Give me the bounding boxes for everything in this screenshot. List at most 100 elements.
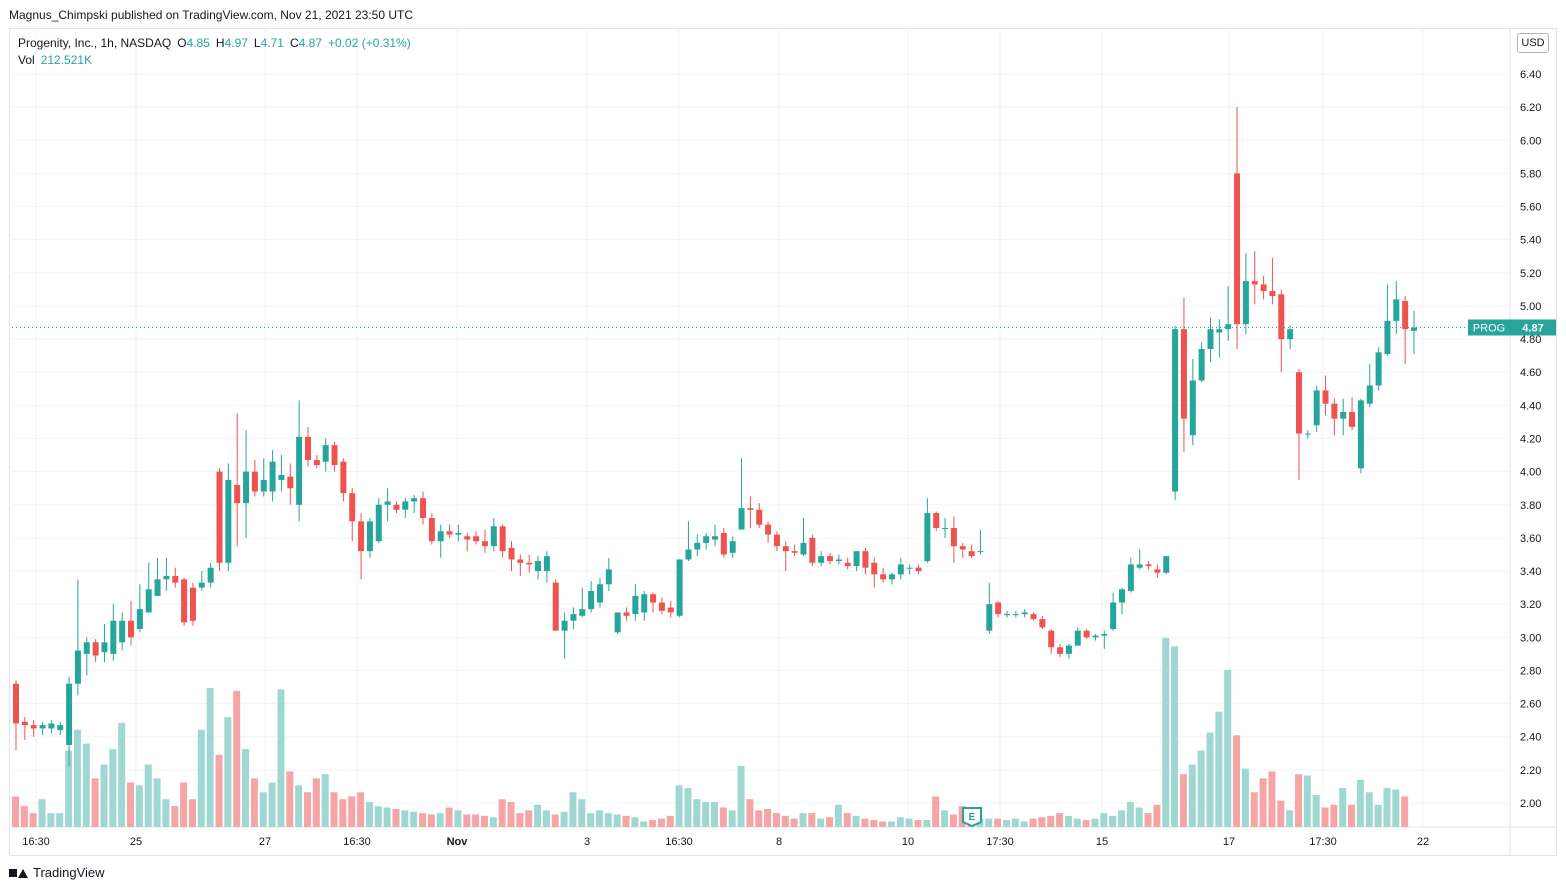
price-tick-label: 6.00 bbox=[1520, 135, 1541, 147]
candle-body bbox=[1393, 299, 1400, 321]
price-tick-label: 4.20 bbox=[1520, 434, 1541, 446]
volume-bar bbox=[1118, 810, 1126, 827]
candle-body bbox=[1163, 556, 1170, 573]
volume-bar bbox=[711, 801, 718, 827]
time-tick-label: 22 bbox=[1417, 836, 1429, 848]
high-label: H bbox=[215, 36, 225, 50]
candle-body bbox=[924, 513, 931, 562]
open-label: O bbox=[177, 36, 187, 50]
candle-body bbox=[605, 569, 612, 585]
volume-bar bbox=[365, 801, 373, 827]
volume-bar bbox=[1365, 792, 1373, 827]
currency-button[interactable]: USD bbox=[1517, 33, 1549, 53]
high-value: 4.97 bbox=[224, 36, 248, 50]
volume-bar bbox=[534, 804, 542, 827]
candle-body bbox=[331, 445, 338, 466]
volume-bar bbox=[73, 729, 81, 827]
brand-name: TradingView bbox=[33, 865, 105, 880]
candle-body bbox=[287, 476, 294, 489]
volume-bar bbox=[879, 821, 887, 827]
volume-bar bbox=[197, 729, 205, 827]
candle-body bbox=[747, 508, 754, 510]
price-tick-label: 6.40 bbox=[1520, 69, 1541, 81]
volume-bar bbox=[1233, 735, 1241, 827]
volume-bar bbox=[268, 782, 276, 827]
volume-bar bbox=[401, 810, 409, 827]
volume-bar bbox=[127, 782, 135, 827]
candle-body bbox=[535, 561, 542, 572]
candle-body bbox=[349, 493, 356, 522]
volume-bar bbox=[1171, 646, 1179, 827]
volume-bar bbox=[392, 808, 400, 827]
price-chart[interactable]: 6.40 6.20 6.00 5.80 5.60 5.40 5.20 5.00 4.80 4.60… bbox=[10, 29, 1556, 855]
volume-bar bbox=[20, 806, 28, 827]
candle-body bbox=[676, 559, 683, 616]
candle-body bbox=[207, 567, 214, 583]
volume-bar bbox=[180, 782, 188, 827]
volume-bar bbox=[295, 785, 303, 827]
volume-bar bbox=[206, 688, 214, 827]
candle-body bbox=[977, 551, 984, 553]
volume-bar bbox=[587, 813, 595, 827]
volume-bar bbox=[188, 799, 196, 827]
candle-body bbox=[667, 607, 674, 613]
candle-body bbox=[1411, 327, 1417, 331]
candle-body bbox=[685, 549, 692, 560]
candle-body bbox=[145, 589, 152, 613]
candle-body bbox=[1083, 630, 1090, 638]
volume-bar bbox=[985, 818, 993, 827]
candle-body bbox=[92, 642, 99, 656]
volume-bar bbox=[675, 785, 683, 827]
candle-body bbox=[729, 541, 736, 553]
candle-body bbox=[384, 501, 391, 505]
volume-bar bbox=[321, 774, 329, 827]
candle-body bbox=[1225, 324, 1232, 330]
candle-body bbox=[1357, 400, 1364, 469]
volume-bar bbox=[1002, 820, 1010, 827]
footer-brand[interactable]: TradingView bbox=[9, 865, 105, 880]
volume-label: Vol bbox=[18, 53, 35, 67]
volume-bar bbox=[1383, 788, 1391, 827]
candle-body bbox=[1402, 300, 1409, 330]
candle-body bbox=[641, 594, 648, 613]
price-tick-label: 5.40 bbox=[1520, 235, 1541, 247]
price-tick-label: 5.20 bbox=[1520, 268, 1541, 280]
candle-body bbox=[437, 531, 444, 542]
volume-bar bbox=[1303, 775, 1311, 827]
time-tick-label: 17 bbox=[1223, 836, 1235, 848]
volume-bar bbox=[755, 810, 763, 827]
volume-bar bbox=[171, 806, 179, 827]
candle-body bbox=[39, 725, 46, 729]
candle-body bbox=[1242, 281, 1249, 325]
price-tick-label: 4.00 bbox=[1520, 467, 1541, 479]
symbol-badge-label: PROG bbox=[1473, 322, 1505, 334]
volume-bar bbox=[1188, 764, 1196, 827]
volume-bar bbox=[613, 814, 621, 827]
change-value: +0.02 (+0.31%) bbox=[328, 36, 411, 50]
candle-body bbox=[950, 527, 957, 547]
candle-body bbox=[543, 556, 550, 572]
volume-bar bbox=[790, 818, 798, 827]
volume-bar bbox=[719, 807, 727, 827]
price-tick-label: 3.00 bbox=[1520, 632, 1541, 644]
volume-bar bbox=[303, 792, 311, 827]
candle-body bbox=[712, 536, 718, 540]
volume-bar bbox=[162, 799, 170, 827]
volume-bar bbox=[1109, 815, 1117, 827]
volume-bar bbox=[100, 764, 108, 827]
candle-body bbox=[880, 574, 887, 580]
candle-body bbox=[313, 460, 320, 466]
candle-body bbox=[269, 461, 276, 492]
candle-body bbox=[83, 642, 90, 654]
candle-body bbox=[30, 725, 37, 729]
candle-body bbox=[393, 504, 400, 510]
candle-body bbox=[225, 479, 232, 563]
volume-bar bbox=[286, 771, 294, 827]
candle-body bbox=[756, 509, 763, 525]
candle-body bbox=[897, 564, 904, 575]
volume-bar bbox=[1401, 796, 1409, 827]
volume-bar bbox=[595, 810, 603, 827]
price-tick-label: 6.20 bbox=[1520, 102, 1541, 114]
candle-body bbox=[1234, 173, 1241, 325]
candle-body bbox=[1260, 284, 1267, 292]
